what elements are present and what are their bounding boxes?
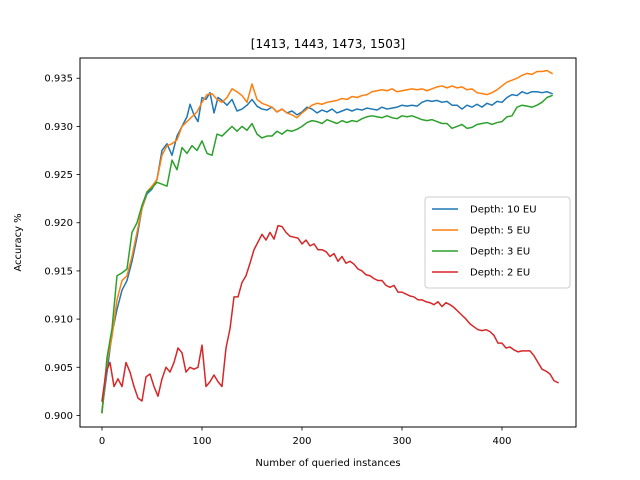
legend-label: Depth: 5 EU	[470, 226, 530, 237]
x-tick-label: 400	[492, 436, 511, 447]
series-line-2	[101, 94, 553, 414]
y-tick-label: 0.900	[44, 411, 73, 422]
series-line-3	[101, 224, 560, 402]
legend-label: Depth: 10 EU	[470, 205, 537, 216]
y-tick-label: 0.910	[44, 315, 73, 326]
x-tick-label: 100	[192, 436, 211, 447]
chart-title: [1413, 1443, 1473, 1503]	[251, 37, 405, 51]
y-tick-label: 0.915	[44, 266, 73, 277]
series-layer	[101, 69, 560, 414]
series-line-1	[101, 69, 554, 414]
y-tick-label: 0.920	[44, 218, 73, 229]
y-axis-label: Accuracy %	[13, 213, 24, 271]
y-tick-label: 0.935	[44, 74, 73, 85]
legend-label: Depth: 3 EU	[470, 247, 530, 258]
y-tick-label: 0.930	[44, 122, 73, 133]
plot-frame	[79, 57, 577, 428]
y-tick-label: 0.905	[44, 363, 73, 374]
y-tick-label: 0.925	[44, 170, 73, 181]
legend-label: Depth: 2 EU	[470, 268, 530, 279]
x-tick-label: 300	[392, 436, 411, 447]
series-line-0	[101, 90, 553, 412]
legend-box	[424, 196, 571, 289]
x-tick-label: 0	[99, 436, 105, 447]
x-axis-label: Number of queried instances	[255, 458, 400, 469]
x-tick-label: 200	[292, 436, 311, 447]
y-axis: 0.900 0.905 0.910 0.915 0.920 0.925 0.930 0.935	[44, 74, 80, 422]
legend: Depth: 10 EU Depth: 5 EU Depth: 3 EU Depth:…	[424, 196, 571, 289]
x-axis: 0 100 200 300 400	[99, 427, 512, 447]
